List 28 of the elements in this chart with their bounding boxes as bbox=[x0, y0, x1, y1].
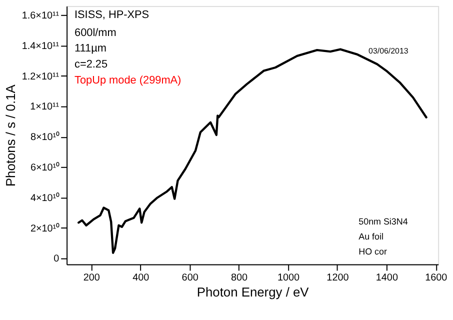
x-axis-title: Photon Energy / eV bbox=[196, 284, 310, 300]
y-tick-label: 1.6×10¹¹ bbox=[22, 10, 60, 22]
annotation: 03/06/2013 bbox=[368, 46, 409, 56]
y-tick-label: 1.2×10¹¹ bbox=[22, 71, 60, 82]
x-tick-label: 1000 bbox=[277, 272, 300, 284]
x-tick-label: 200 bbox=[83, 272, 100, 284]
y-tick-label: 2×10¹⁰ bbox=[30, 222, 60, 234]
annotation: 50nm Si3N4 bbox=[358, 216, 408, 227]
x-tick-label: 400 bbox=[132, 272, 150, 284]
annotation: 111µm bbox=[74, 42, 106, 55]
x-tick-label: 1600 bbox=[425, 272, 448, 284]
x-tick-label: 600 bbox=[182, 272, 199, 284]
y-tick-label: 0 bbox=[54, 254, 60, 265]
x-tick-label: 1400 bbox=[376, 272, 398, 284]
y-tick-label: 6×10¹⁰ bbox=[30, 162, 60, 174]
x-tick-label: 1200 bbox=[326, 272, 350, 284]
y-tick-label: 8×10¹⁰ bbox=[30, 131, 60, 144]
annotation: ISISS, HP-XPS bbox=[74, 8, 150, 21]
annotation: 600l/mm bbox=[74, 26, 116, 39]
y-tick-label: 4×10¹⁰ bbox=[30, 192, 60, 204]
annotation: TopUp mode (299mA) bbox=[74, 74, 182, 86]
y-tick-label: 1.4×10¹¹ bbox=[22, 40, 60, 52]
y-tick-label: 1×10¹¹ bbox=[30, 102, 60, 113]
annotation: HO cor bbox=[358, 246, 387, 256]
y-axis-title: Photons / s / 0.1A bbox=[2, 84, 18, 187]
annotation: c=2.25 bbox=[74, 58, 108, 71]
x-tick-label: 800 bbox=[231, 272, 248, 284]
annotation: Au foil bbox=[358, 231, 384, 242]
